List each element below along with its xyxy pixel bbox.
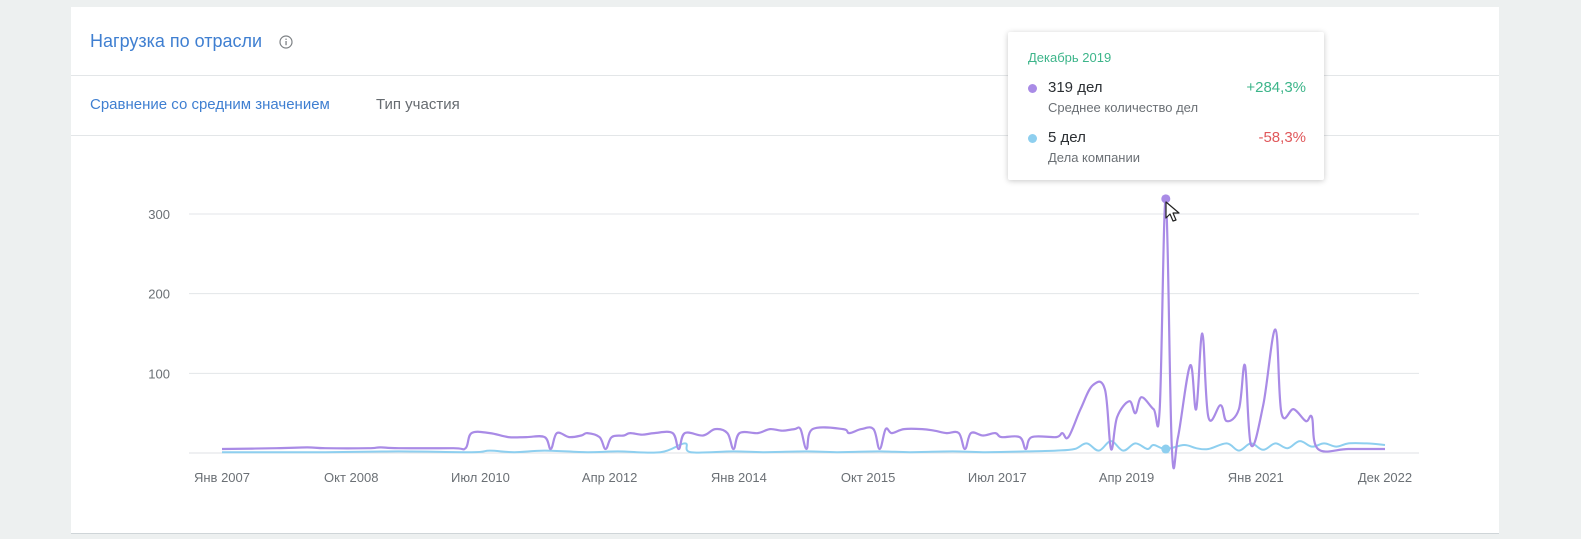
tooltip-label-company: Дела компании	[1048, 150, 1141, 165]
y-tick-label: 200	[148, 287, 170, 302]
y-tick-label: 100	[148, 366, 170, 381]
tooltip-label-average: Среднее количество дел	[1048, 100, 1199, 115]
x-tick-label: Янв 2007	[194, 470, 250, 485]
y-tick-label: 300	[148, 207, 170, 222]
mouse-cursor-icon	[1165, 201, 1180, 222]
x-tick-label: Дек 2022	[1358, 470, 1412, 485]
tooltip-value-company: 5 дел	[1048, 129, 1086, 146]
card-title: Нагрузка по отрасли	[90, 31, 263, 51]
card-header: Нагрузка по отрасли	[71, 7, 1499, 76]
chart-grid	[189, 213, 1419, 454]
tooltip-date: Декабрь 2019	[1028, 50, 1112, 65]
highlight-point-company	[1161, 444, 1171, 454]
tab-participation-type[interactable]: Тип участия	[376, 96, 460, 113]
x-tick-label: Янв 2021	[1228, 470, 1284, 485]
x-tick-label: Окт 2015	[841, 470, 895, 485]
y-axis-labels: 100 200 300	[148, 207, 170, 381]
x-tick-label: Апр 2012	[582, 470, 637, 485]
x-tick-label: Июл 2017	[968, 470, 1027, 485]
x-tick-label: Янв 2014	[711, 470, 767, 485]
series-line-company	[221, 440, 1386, 454]
tab-bar: Сравнение со средним значением Тип участ…	[71, 76, 1499, 136]
series-line-average	[221, 197, 1385, 470]
highlight-point-average	[1161, 194, 1171, 204]
x-tick-label: Июл 2010	[451, 470, 510, 485]
x-tick-label: Окт 2008	[324, 470, 378, 485]
chart-tooltip: Декабрь 2019 319 дел Среднее количество …	[1008, 32, 1324, 180]
x-axis-labels: Янв 2007 Окт 2008 Июл 2010 Апр 2012 Янв 2014…	[194, 470, 1412, 485]
tooltip-dot-average	[1028, 84, 1037, 93]
tooltip-dot-company	[1028, 134, 1037, 143]
tab-compare-average[interactable]: Сравнение со средним значением	[90, 96, 330, 113]
x-tick-label: Апр 2019	[1099, 470, 1154, 485]
tooltip-change-company: -58,3%	[1258, 129, 1306, 146]
info-icon[interactable]	[279, 35, 293, 49]
tooltip-value-average: 319 дел	[1048, 79, 1103, 96]
tooltip-change-average: +284,3%	[1246, 79, 1306, 96]
